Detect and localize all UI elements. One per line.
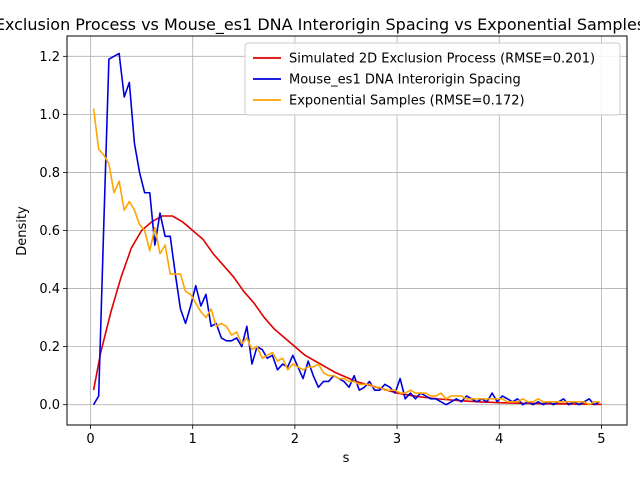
x-tick-label: 4 (495, 432, 503, 447)
y-tick-label: 0.0 (39, 398, 60, 413)
legend-label: Mouse_es1 DNA Interorigin Spacing (289, 73, 521, 88)
chart-title: Exclusion Process vs Mouse_es1 DNA Inter… (0, 15, 640, 35)
x-axis-label: s (343, 451, 350, 466)
x-tick-label: 5 (597, 432, 605, 447)
x-tick-label: 2 (291, 432, 299, 447)
legend: Simulated 2D Exclusion Process (RMSE=0.2… (244, 42, 621, 116)
legend-label: Simulated 2D Exclusion Process (RMSE=0.2… (289, 52, 595, 67)
ticks: 0 1 2 3 4 5 0.0 0.2 0.4 0.6 0.8 1.0 1.2 (39, 50, 605, 447)
series-line-3 (92, 108, 600, 406)
y-axis-label: Density (15, 206, 30, 256)
series-layer (92, 52, 602, 406)
y-tick-label: 0.4 (39, 282, 60, 297)
legend-box (244, 42, 621, 116)
y-tick-label: 1.2 (39, 50, 60, 65)
y-tick-label: 0.2 (39, 340, 60, 355)
legend-label: Exponential Samples (RMSE=0.172) (289, 94, 525, 109)
y-tick-label: 1.0 (39, 108, 60, 123)
x-tick-label: 0 (86, 432, 94, 447)
y-tick-label: 0.8 (39, 166, 60, 181)
x-tick-label: 1 (189, 432, 197, 447)
y-tick-label: 0.6 (39, 224, 60, 239)
series-line-2 (92, 52, 600, 406)
x-tick-label: 3 (393, 432, 401, 447)
